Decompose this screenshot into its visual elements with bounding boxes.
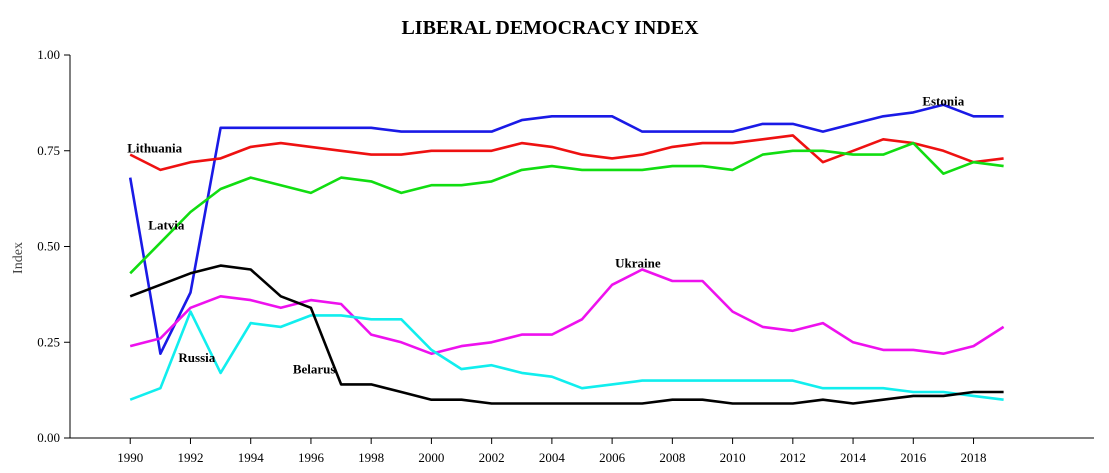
series-line-lithuania [129, 134, 1004, 172]
axes [64, 54, 1094, 444]
series-label-belarus: Belarus [293, 362, 336, 377]
y-axis-label: Index [11, 242, 26, 274]
series-line-russia [129, 310, 1004, 401]
y-tick-label: 0.25 [37, 334, 60, 349]
x-tick-label: 1994 [238, 450, 265, 465]
y-tick-label: 0.00 [37, 430, 60, 445]
y-tick-label: 1.00 [37, 47, 60, 62]
series-lines [128, 103, 1005, 405]
x-tick-label: 1992 [177, 450, 203, 465]
series-label-russia: Russia [178, 350, 215, 365]
series-label-estonia: Estonia [922, 94, 964, 109]
tick-labels: 0.00 0.25 0.50 0.75 1.00 1990 1992 1994 1996 1998… [37, 47, 986, 465]
x-tick-label: 1998 [358, 450, 384, 465]
x-tick-label: 2010 [720, 450, 746, 465]
y-tick-label: 0.50 [37, 239, 60, 254]
series-line-ukraine [129, 268, 1005, 356]
x-tick-label: 2000 [418, 450, 444, 465]
x-tick-label: 1996 [298, 450, 325, 465]
x-tick-label: 2004 [539, 450, 566, 465]
series-label-ukraine: Ukraine [615, 256, 661, 271]
x-tick-label: 2018 [961, 450, 987, 465]
x-tick-label: 2016 [900, 450, 927, 465]
series-label-latvia: Latvia [148, 217, 185, 232]
x-tick-label: 2006 [599, 450, 626, 465]
x-tick-label: 1990 [117, 450, 143, 465]
series-line-latvia [129, 141, 1004, 275]
x-tick-label: 2014 [840, 450, 867, 465]
y-tick-label: 0.75 [37, 143, 60, 158]
series-line-belarus [129, 264, 1004, 405]
series-labels: Estonia Lithuania Latvia Ukraine Russia Belar… [127, 94, 965, 377]
chart-title: LIBERAL DEMOCRACY INDEX [401, 17, 699, 39]
series-label-lithuania: Lithuania [127, 141, 182, 156]
x-tick-label: 2012 [780, 450, 806, 465]
axis-frame [69, 55, 1094, 439]
series-line-estonia [128, 103, 1004, 356]
x-tick-label: 2008 [659, 450, 685, 465]
x-tick-label: 2002 [479, 450, 505, 465]
